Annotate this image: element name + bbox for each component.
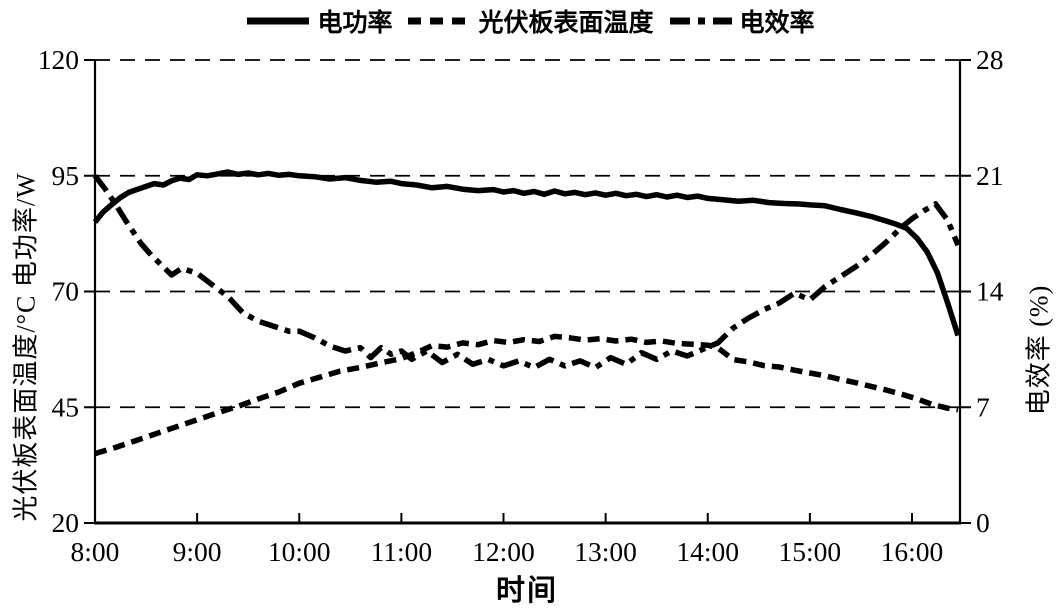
y-right-tick-label: 14: [976, 276, 1004, 307]
legend-label-power: 电功率: [317, 10, 393, 37]
y-left-tick-label: 70: [52, 276, 80, 307]
solid-line-sample-icon: [247, 17, 310, 25]
dashed-line-sample-icon: [408, 17, 471, 25]
x-tick-label: 16:00: [881, 536, 944, 567]
x-tick-label: 9:00: [173, 536, 222, 567]
y-right-tick-label: 7: [976, 391, 990, 422]
y-axis-right: 0 7 14 21 28: [960, 44, 1004, 538]
legend-item-power: 电功率: [245, 3, 392, 39]
legend-label-efficiency: 电效率: [739, 10, 815, 37]
y-left-tick-label: 95: [52, 160, 80, 191]
y-axis-label-left: 光伏板表面温度/°C 电功率/W: [11, 172, 41, 522]
chart-legend: 电功率 光伏板表面温度 电效率: [0, 3, 1060, 39]
y-axis-label-right: 电效率 (%): [1024, 284, 1054, 416]
legend-label-panel-temp: 光伏板表面温度: [478, 10, 654, 37]
x-tick-label: 13:00: [574, 536, 637, 567]
y-left-tick-label: 120: [38, 44, 79, 75]
x-tick-label: 8:00: [71, 536, 120, 567]
y-left-tick-label: 20: [52, 507, 80, 538]
efficiency-line: [92, 174, 961, 371]
y-axis-left: 20 45 70 95 120: [38, 44, 95, 538]
x-tick-label: 14:00: [676, 536, 739, 567]
legend-item-panel-temp: 光伏板表面温度: [406, 3, 654, 39]
x-axis: 8:00 9:00 10:00 11:00 12:00 13:00 14:00 15:00 16…: [71, 513, 944, 567]
y-right-tick-label: 28: [976, 44, 1004, 75]
x-tick-label: 10:00: [268, 536, 331, 567]
x-axis-label: 时间: [495, 575, 559, 607]
x-tick-label: 15:00: [779, 536, 842, 567]
y-left-tick-label: 45: [52, 391, 80, 422]
panel-temp-line: [94, 333, 959, 457]
y-right-tick-label: 21: [976, 160, 1004, 191]
power-line: [92, 169, 961, 337]
legend-item-efficiency: 电效率: [668, 3, 815, 39]
y-right-tick-label: 0: [976, 507, 990, 538]
gridlines: [95, 59, 960, 409]
dash-dot-line-sample-icon: [669, 17, 732, 25]
x-tick-label: 12:00: [472, 536, 535, 567]
x-tick-label: 11:00: [371, 536, 433, 567]
